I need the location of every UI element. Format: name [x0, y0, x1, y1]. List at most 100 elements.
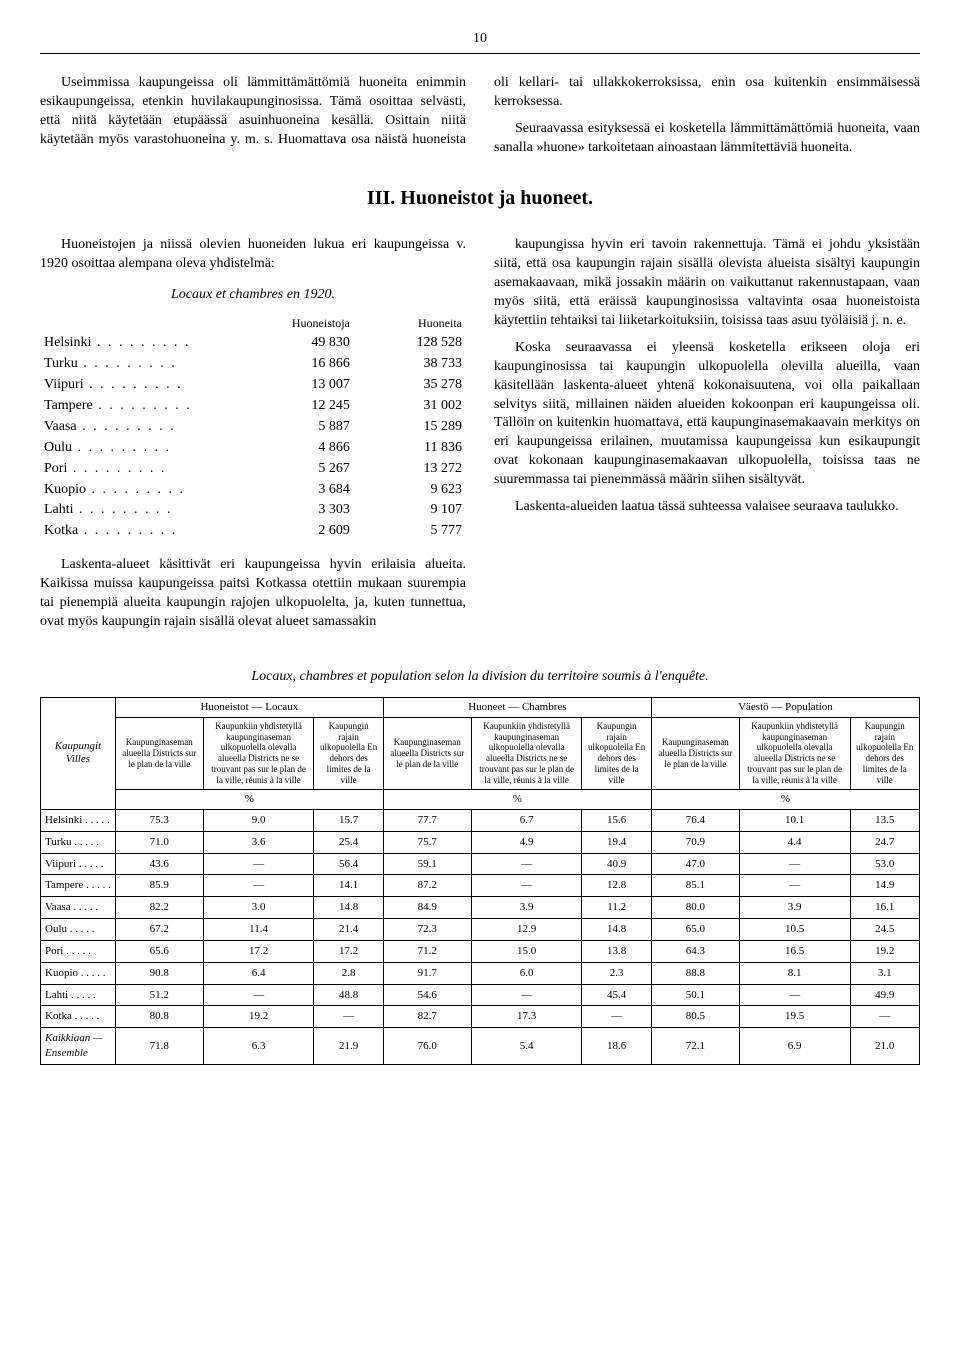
total-value: 76.0: [383, 1028, 471, 1065]
row-value: 71.0: [115, 831, 203, 853]
row-city: Helsinki . . . . .: [41, 809, 116, 831]
city-val-b: 9 623: [354, 480, 466, 501]
row-value: 3.9: [739, 897, 850, 919]
table-row: Oulu . . . . .67.211.421.472.312.914.865…: [41, 919, 920, 941]
row-value: 87.2: [383, 875, 471, 897]
city-val-a: 5 267: [242, 459, 354, 480]
row-value: 3.0: [203, 897, 314, 919]
city-row: Pori . . . . . . . . .5 26713 272: [40, 459, 466, 480]
row-value: 6.0: [471, 962, 582, 984]
city-name: Kotka . . . . . . . . .: [40, 521, 242, 542]
row-value: —: [850, 1006, 920, 1028]
body-columns: Huoneistojen ja niissä olevien huoneiden…: [40, 236, 920, 639]
city-name: Vaasa . . . . . . . . .: [40, 417, 242, 438]
row-value: —: [582, 1006, 651, 1028]
list-header-1: Huoneistoja: [242, 313, 354, 333]
row-value: 51.2: [115, 984, 203, 1006]
city-val-b: 15 289: [354, 417, 466, 438]
row-value: 8.1: [739, 962, 850, 984]
row-value: 15.7: [314, 809, 383, 831]
city-val-b: 11 836: [354, 438, 466, 459]
city-row: Tampere . . . . . . . . .12 24531 002: [40, 396, 466, 417]
row-value: 25.4: [314, 831, 383, 853]
city-val-a: 5 887: [242, 417, 354, 438]
row-value: 80.8: [115, 1006, 203, 1028]
intro-para-2: Seuraavassa esityksessä ei kosketella lä…: [494, 120, 920, 158]
row-value: 49.9: [850, 984, 920, 1006]
row-value: 11.2: [582, 897, 651, 919]
city-val-b: 9 107: [354, 500, 466, 521]
row-value: 4.4: [739, 831, 850, 853]
row-value: 77.7: [383, 809, 471, 831]
row-city: Tampere . . . . .: [41, 875, 116, 897]
group-header-0: Huoneistot — Locaux: [115, 697, 383, 717]
row-value: 13.8: [582, 940, 651, 962]
total-value: 72.1: [651, 1028, 739, 1065]
sub-header: Kaupunginaseman alueella Districts sur l…: [651, 717, 739, 789]
city-row: Kuopio . . . . . . . . .3 6849 623: [40, 480, 466, 501]
row-value: 16.1: [850, 897, 920, 919]
city-row: Helsinki . . . . . . . . .49 830128 528: [40, 333, 466, 354]
right-column: kaupungissa hyvin eri tavoin rakennettuj…: [494, 236, 920, 639]
group-header-2: Väestö — Population: [651, 697, 919, 717]
city-val-a: 12 245: [242, 396, 354, 417]
row-value: 84.9: [383, 897, 471, 919]
row-value: 17.3: [471, 1006, 582, 1028]
row-value: —: [739, 984, 850, 1006]
group-header-1: Huoneet — Chambres: [383, 697, 651, 717]
row-value: —: [471, 984, 582, 1006]
right-para-3: Laskenta-alueiden laatua tässä suhteessa…: [494, 498, 920, 517]
sub-header: Kaupunginaseman alueella Districts sur l…: [115, 717, 203, 789]
row-value: 14.1: [314, 875, 383, 897]
page-number: 10: [40, 30, 920, 54]
city-name: Kuopio . . . . . . . . .: [40, 480, 242, 501]
row-city: Turku . . . . .: [41, 831, 116, 853]
sub-header: Kaupunkiin yhdistetyllä kaupunginaseman …: [471, 717, 582, 789]
pct-label: %: [651, 789, 919, 809]
row-value: 56.4: [314, 853, 383, 875]
row-value: 53.0: [850, 853, 920, 875]
row-value: 16.5: [739, 940, 850, 962]
row-value: 80.0: [651, 897, 739, 919]
row-value: —: [203, 853, 314, 875]
row-city: Pori . . . . .: [41, 940, 116, 962]
left-column: Huoneistojen ja niissä olevien huoneiden…: [40, 236, 466, 639]
row-value: 91.7: [383, 962, 471, 984]
row-value: 4.9: [471, 831, 582, 853]
city-val-b: 38 733: [354, 354, 466, 375]
table-row: Vaasa . . . . .82.23.014.884.93.911.280.…: [41, 897, 920, 919]
sub-header: Kaupunginaseman alueella Districts sur l…: [383, 717, 471, 789]
row-value: 15.0: [471, 940, 582, 962]
row-value: 67.2: [115, 919, 203, 941]
sub-header: Kaupunkiin yhdistetyllä kaupunginaseman …: [739, 717, 850, 789]
row-value: 10.5: [739, 919, 850, 941]
pct-label: %: [115, 789, 383, 809]
row-value: 3.6: [203, 831, 314, 853]
total-value: 21.9: [314, 1028, 383, 1065]
row-value: 11.4: [203, 919, 314, 941]
row-city: Viipuri . . . . .: [41, 853, 116, 875]
row-value: 85.1: [651, 875, 739, 897]
row-value: 9.0: [203, 809, 314, 831]
city-val-b: 35 278: [354, 375, 466, 396]
row-city: Kotka . . . . .: [41, 1006, 116, 1028]
total-value: 18.6: [582, 1028, 651, 1065]
row-value: 6.7: [471, 809, 582, 831]
row-value: 12.9: [471, 919, 582, 941]
city-name: Helsinki . . . . . . . . .: [40, 333, 242, 354]
row-value: 19.2: [203, 1006, 314, 1028]
row-value: 2.8: [314, 962, 383, 984]
row-value: 6.4: [203, 962, 314, 984]
row-value: 82.7: [383, 1006, 471, 1028]
table-row: Tampere . . . . .85.9—14.187.2—12.885.1—…: [41, 875, 920, 897]
row-city: Kuopio . . . . .: [41, 962, 116, 984]
city-row: Oulu . . . . . . . . .4 86611 836: [40, 438, 466, 459]
city-val-a: 3 684: [242, 480, 354, 501]
table-row: Kuopio . . . . .90.86.42.891.76.02.388.8…: [41, 962, 920, 984]
row-value: 17.2: [203, 940, 314, 962]
main-table: Kaupungit Villes Huoneistot — Locaux Huo…: [40, 697, 920, 1065]
city-val-b: 5 777: [354, 521, 466, 542]
table-row: Turku . . . . .71.03.625.475.74.919.470.…: [41, 831, 920, 853]
city-val-a: 2 609: [242, 521, 354, 542]
row-value: 48.8: [314, 984, 383, 1006]
